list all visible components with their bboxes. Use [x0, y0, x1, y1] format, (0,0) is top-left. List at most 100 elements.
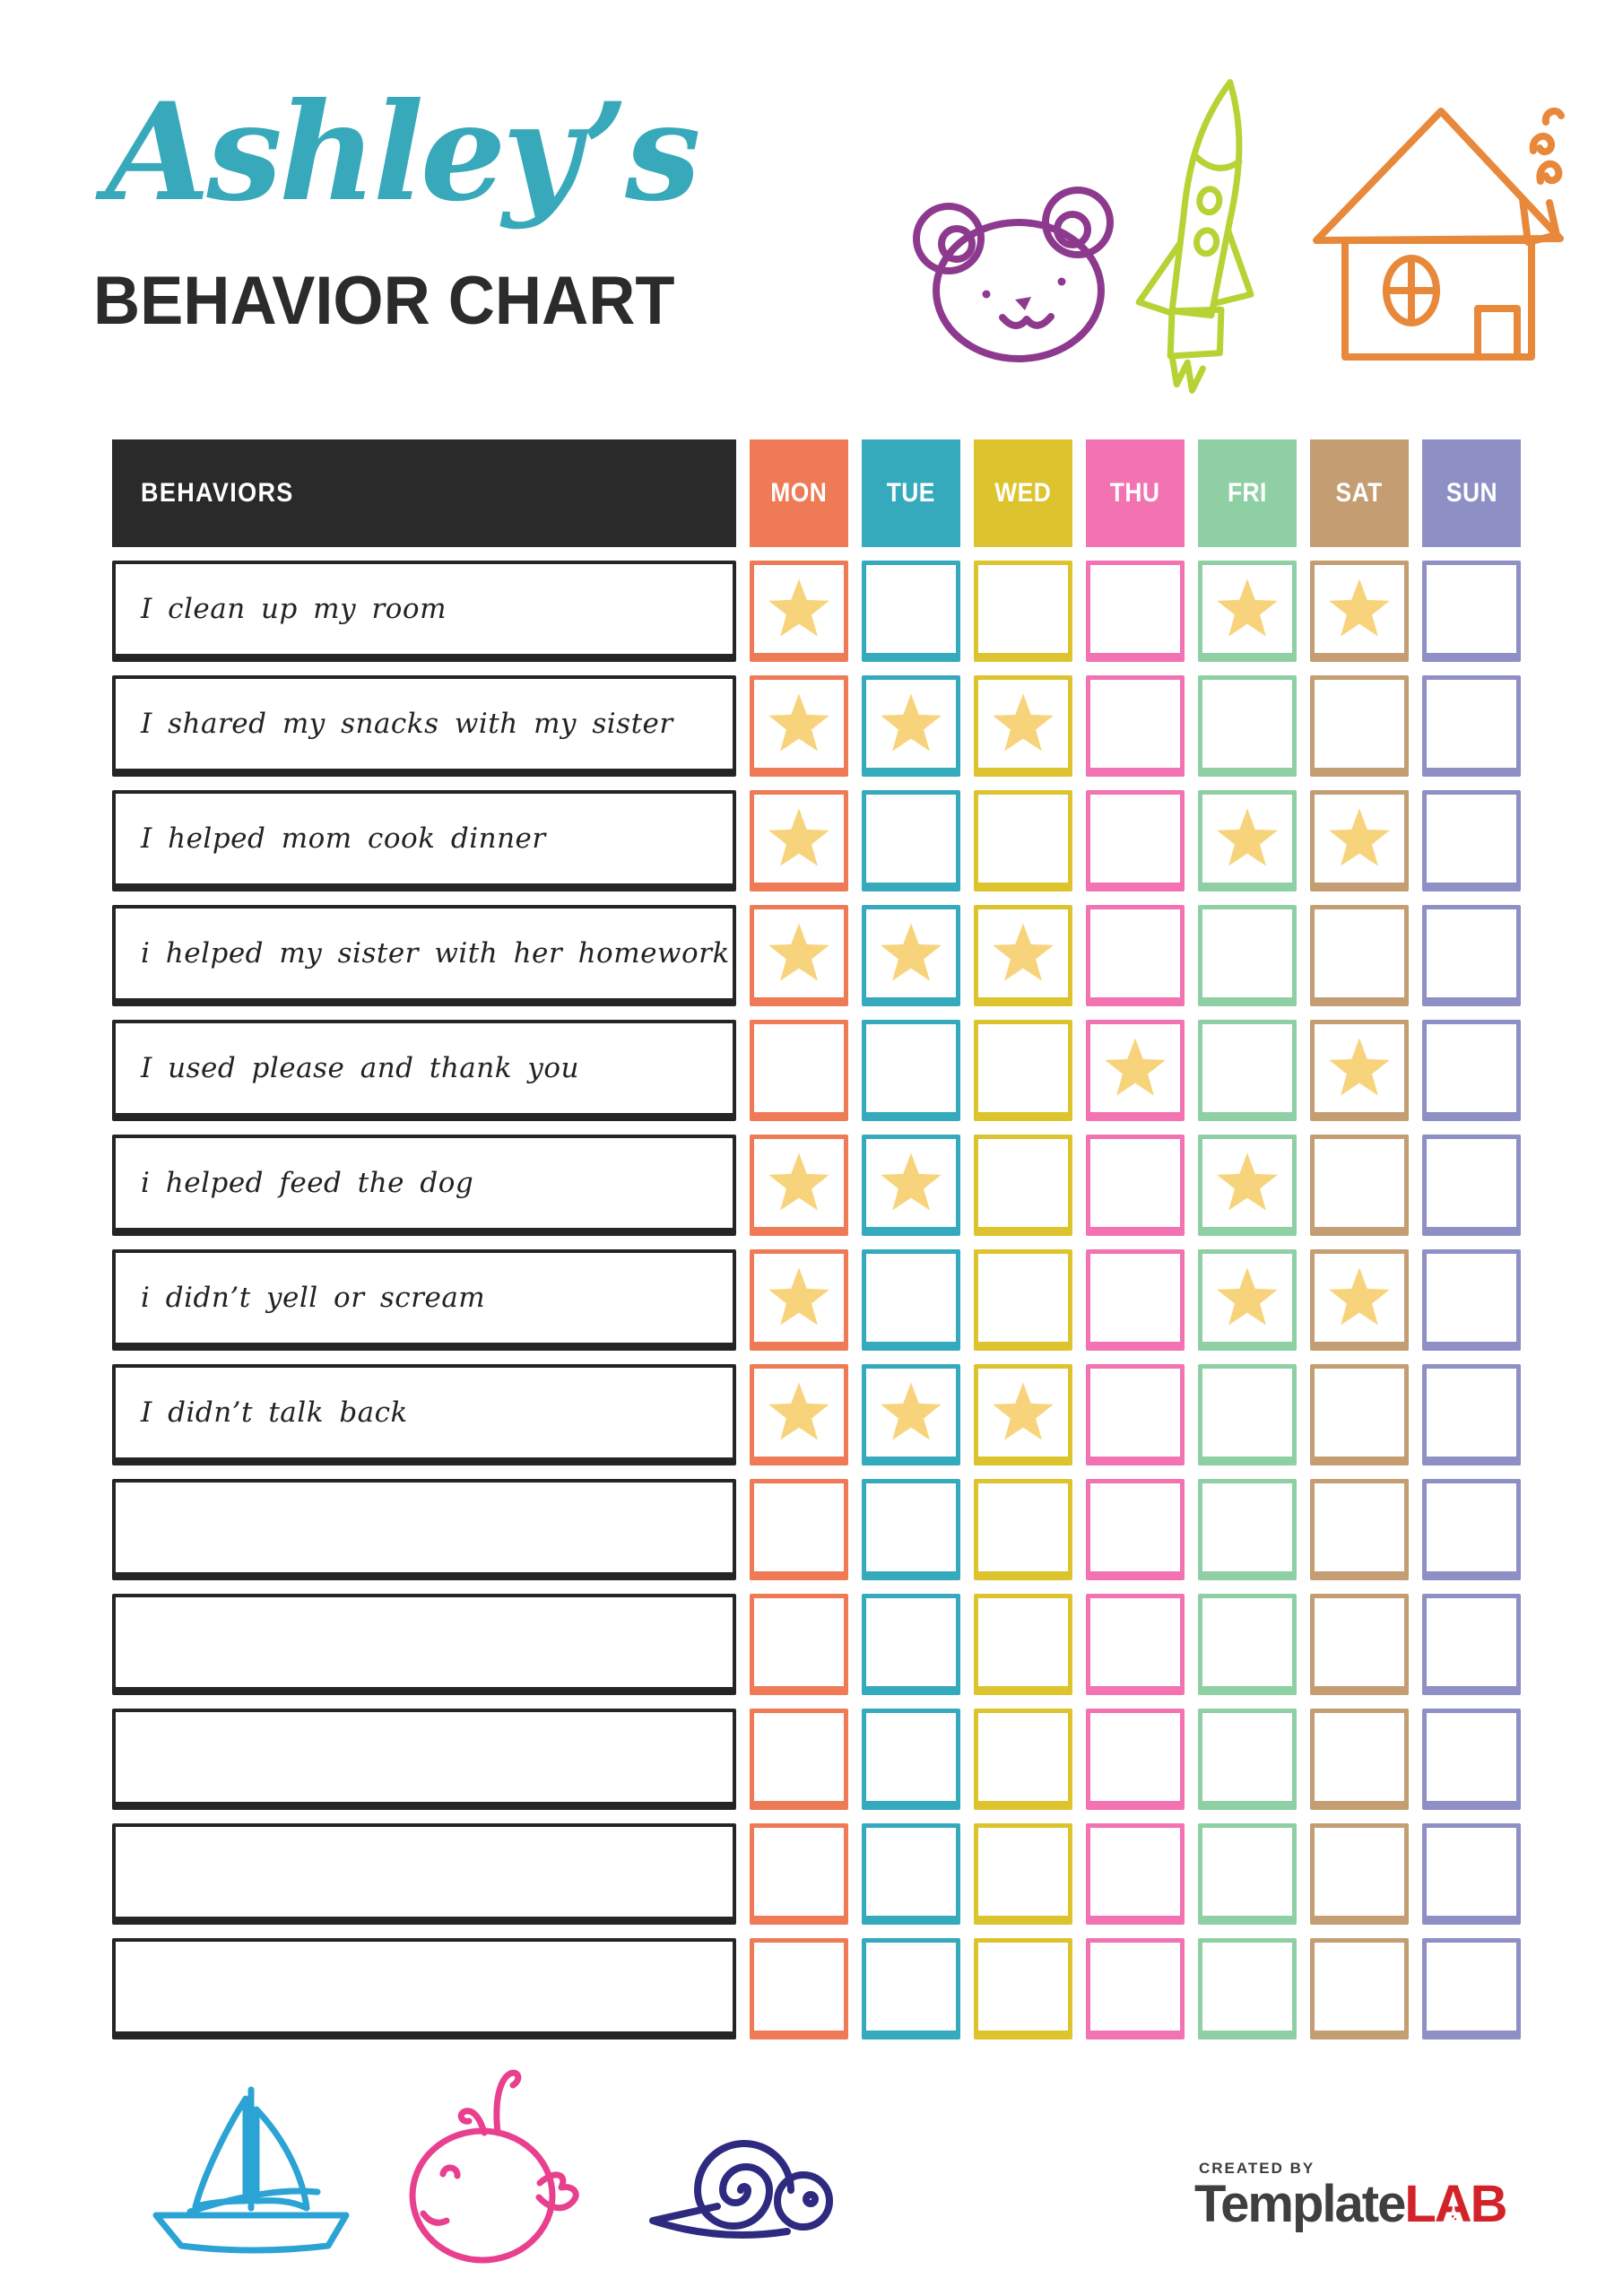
day-cell-row9-wed[interactable] [974, 1479, 1072, 1580]
day-cell-row2-fri[interactable] [1198, 675, 1297, 777]
day-cell-row13-tue[interactable] [862, 1938, 960, 2039]
day-cell-row1-sun[interactable] [1422, 561, 1521, 662]
day-cell-row7-thu[interactable] [1086, 1249, 1185, 1351]
day-cell-row4-wed[interactable] [974, 905, 1072, 1006]
behavior-label-row3: I helped mom cook dinner [112, 790, 736, 891]
day-cell-row10-sat[interactable] [1310, 1594, 1409, 1695]
day-cell-row10-fri[interactable] [1198, 1594, 1297, 1695]
day-cell-row3-sat[interactable] [1310, 790, 1409, 891]
star-icon [881, 1382, 942, 1440]
day-cell-row6-tue[interactable] [862, 1135, 960, 1236]
day-cell-row9-thu[interactable] [1086, 1479, 1185, 1580]
day-cell-row1-wed[interactable] [974, 561, 1072, 662]
day-cell-row11-sun[interactable] [1422, 1709, 1521, 1810]
day-cell-row3-wed[interactable] [974, 790, 1072, 891]
brand-lab: LA B [1404, 2175, 1507, 2233]
day-cell-row6-fri[interactable] [1198, 1135, 1297, 1236]
day-cell-row11-tue[interactable] [862, 1709, 960, 1810]
day-cell-row13-sat[interactable] [1310, 1938, 1409, 2039]
day-cell-row6-thu[interactable] [1086, 1135, 1185, 1236]
day-cell-row6-mon[interactable] [750, 1135, 848, 1236]
day-cell-row7-mon[interactable] [750, 1249, 848, 1351]
star-icon [1105, 1038, 1166, 1096]
day-cell-row7-fri[interactable] [1198, 1249, 1297, 1351]
day-cell-row5-sun[interactable] [1422, 1020, 1521, 1121]
day-cell-row9-sat[interactable] [1310, 1479, 1409, 1580]
day-header-sun: SUN [1422, 439, 1521, 547]
day-cell-row10-wed[interactable] [974, 1594, 1072, 1695]
day-cell-row4-sun[interactable] [1422, 905, 1521, 1006]
day-cell-row12-fri[interactable] [1198, 1823, 1297, 1925]
day-cell-row1-tue[interactable] [862, 561, 960, 662]
day-cell-row12-sat[interactable] [1310, 1823, 1409, 1925]
day-cell-row8-fri[interactable] [1198, 1364, 1297, 1465]
day-cell-row5-thu[interactable] [1086, 1020, 1185, 1121]
day-cell-row3-tue[interactable] [862, 790, 960, 891]
day-cell-row3-mon[interactable] [750, 790, 848, 891]
day-cell-row4-thu[interactable] [1086, 905, 1185, 1006]
day-cell-row1-sat[interactable] [1310, 561, 1409, 662]
day-cell-row13-thu[interactable] [1086, 1938, 1185, 2039]
star-icon [768, 923, 829, 981]
day-cell-row2-thu[interactable] [1086, 675, 1185, 777]
day-cell-row4-sat[interactable] [1310, 905, 1409, 1006]
day-cell-row1-fri[interactable] [1198, 561, 1297, 662]
day-cell-row5-sat[interactable] [1310, 1020, 1409, 1121]
day-cell-row5-mon[interactable] [750, 1020, 848, 1121]
day-cell-row11-thu[interactable] [1086, 1709, 1185, 1810]
day-cell-row13-wed[interactable] [974, 1938, 1072, 2039]
day-cell-row6-sun[interactable] [1422, 1135, 1521, 1236]
day-header-thu: THU [1086, 439, 1185, 547]
day-cell-row8-sun[interactable] [1422, 1364, 1521, 1465]
day-cell-row10-tue[interactable] [862, 1594, 960, 1695]
day-cell-row12-thu[interactable] [1086, 1823, 1185, 1925]
day-cell-row8-wed[interactable] [974, 1364, 1072, 1465]
day-cell-row5-fri[interactable] [1198, 1020, 1297, 1121]
day-cell-row13-mon[interactable] [750, 1938, 848, 2039]
day-cell-row2-tue[interactable] [862, 675, 960, 777]
day-cell-row8-mon[interactable] [750, 1364, 848, 1465]
day-cell-row4-mon[interactable] [750, 905, 848, 1006]
day-cell-row11-wed[interactable] [974, 1709, 1072, 1810]
day-cell-row7-tue[interactable] [862, 1249, 960, 1351]
day-cell-row2-mon[interactable] [750, 675, 848, 777]
day-cell-row12-sun[interactable] [1422, 1823, 1521, 1925]
day-cell-row10-thu[interactable] [1086, 1594, 1185, 1695]
day-cell-row1-mon[interactable] [750, 561, 848, 662]
day-cell-row6-sat[interactable] [1310, 1135, 1409, 1236]
day-cell-row9-tue[interactable] [862, 1479, 960, 1580]
day-cell-row11-fri[interactable] [1198, 1709, 1297, 1810]
day-cell-row7-wed[interactable] [974, 1249, 1072, 1351]
day-cell-row9-sun[interactable] [1422, 1479, 1521, 1580]
day-cell-row2-wed[interactable] [974, 675, 1072, 777]
day-cell-row8-tue[interactable] [862, 1364, 960, 1465]
day-cell-row12-wed[interactable] [974, 1823, 1072, 1925]
day-cell-row1-thu[interactable] [1086, 561, 1185, 662]
day-cell-row6-wed[interactable] [974, 1135, 1072, 1236]
day-cell-row9-mon[interactable] [750, 1479, 848, 1580]
day-cell-row12-mon[interactable] [750, 1823, 848, 1925]
day-cell-row8-sat[interactable] [1310, 1364, 1409, 1465]
day-cell-row7-sat[interactable] [1310, 1249, 1409, 1351]
day-cell-row11-mon[interactable] [750, 1709, 848, 1810]
day-cell-row5-tue[interactable] [862, 1020, 960, 1121]
day-cell-row8-thu[interactable] [1086, 1364, 1185, 1465]
day-cell-row11-sat[interactable] [1310, 1709, 1409, 1810]
day-cell-row2-sun[interactable] [1422, 675, 1521, 777]
day-cell-row12-tue[interactable] [862, 1823, 960, 1925]
day-cell-row10-mon[interactable] [750, 1594, 848, 1695]
day-cell-row2-sat[interactable] [1310, 675, 1409, 777]
day-cell-row4-tue[interactable] [862, 905, 960, 1006]
day-cell-row4-fri[interactable] [1198, 905, 1297, 1006]
day-cell-row3-thu[interactable] [1086, 790, 1185, 891]
day-cell-row13-sun[interactable] [1422, 1938, 1521, 2039]
day-cell-row10-sun[interactable] [1422, 1594, 1521, 1695]
day-cell-row5-wed[interactable] [974, 1020, 1072, 1121]
day-cell-row7-sun[interactable] [1422, 1249, 1521, 1351]
day-cell-row3-sun[interactable] [1422, 790, 1521, 891]
day-cell-row13-fri[interactable] [1198, 1938, 1297, 2039]
day-cell-row9-fri[interactable] [1198, 1479, 1297, 1580]
day-cell-row3-fri[interactable] [1198, 790, 1297, 891]
behavior-label-row13 [112, 1938, 736, 2039]
behavior-label-row11 [112, 1709, 736, 1810]
